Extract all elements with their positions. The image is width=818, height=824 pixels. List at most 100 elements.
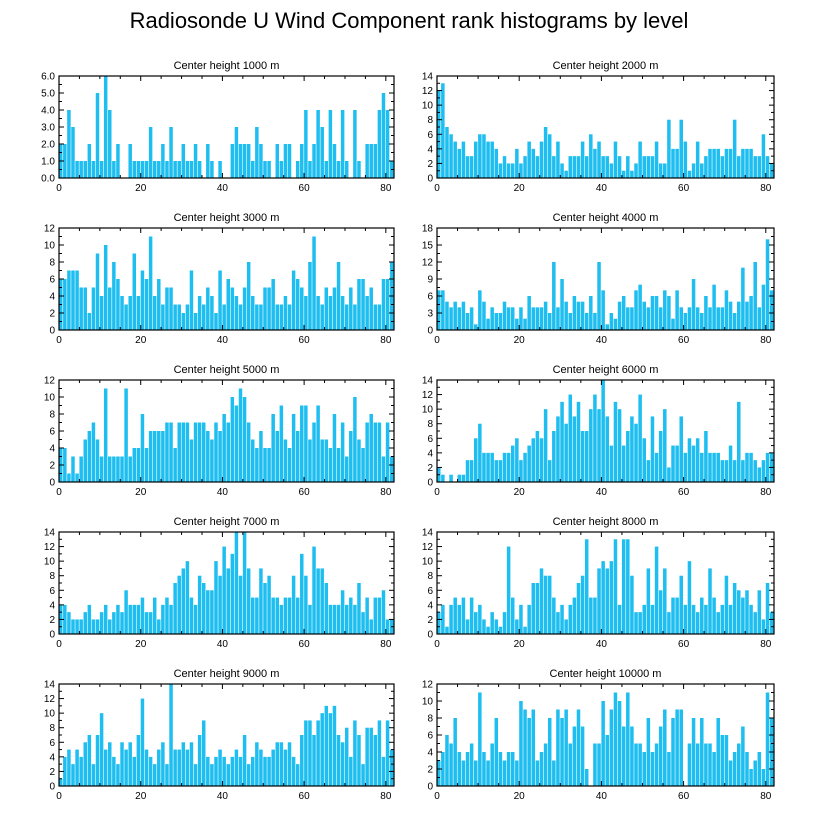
histogram-bar	[177, 749, 181, 786]
histogram-bar	[626, 431, 630, 482]
x-tick-label: 80	[380, 791, 392, 802]
histogram-bar	[617, 156, 622, 178]
x-tick-label: 0	[56, 487, 62, 498]
histogram-bar	[576, 583, 581, 634]
x-tick-label: 80	[760, 335, 772, 346]
histogram-bar	[741, 726, 745, 786]
histogram-bar	[201, 422, 206, 482]
histogram-bar	[361, 448, 365, 482]
histogram-bar	[214, 422, 218, 482]
histogram-bar	[71, 619, 75, 634]
histogram-bar	[144, 161, 149, 178]
y-tick-label: 14	[422, 72, 434, 83]
histogram-bar	[308, 604, 312, 634]
histogram-bar	[556, 612, 560, 634]
histogram-bar	[226, 568, 230, 634]
y-tick-label: 6	[427, 130, 433, 141]
histogram-bar	[279, 604, 284, 634]
histogram-bar	[148, 756, 153, 786]
y-tick-label: 4	[427, 448, 433, 459]
histogram-bar	[576, 709, 581, 786]
histogram-bar	[486, 318, 490, 330]
x-tick-label: 40	[217, 183, 229, 194]
histogram-bar	[165, 597, 169, 634]
histogram-bar	[597, 743, 601, 786]
histogram-bar	[201, 720, 206, 786]
histogram-bar	[144, 749, 149, 786]
histogram-bar	[87, 313, 92, 330]
histogram-bar	[469, 597, 474, 634]
histogram-bar	[357, 439, 361, 482]
histogram-bar	[757, 752, 762, 786]
y-tick-label: 12	[44, 376, 56, 387]
histogram-bar	[626, 307, 630, 330]
x-tick-label: 40	[596, 639, 608, 650]
histogram-bar	[589, 296, 593, 330]
histogram-bar	[539, 752, 544, 786]
histogram-bar	[461, 597, 466, 634]
histogram-bar	[732, 460, 737, 482]
histogram-bar	[120, 456, 124, 482]
histogram-bar	[287, 742, 292, 786]
histogram-bar	[103, 749, 108, 786]
histogram-bar	[691, 163, 696, 178]
histogram-bar	[761, 619, 766, 634]
histogram-bar	[675, 597, 679, 634]
histogram-bar	[695, 438, 700, 482]
x-tick-label: 20	[514, 335, 526, 346]
histogram-bar	[658, 590, 663, 634]
histogram-bar	[547, 575, 552, 634]
histogram-bar	[568, 604, 573, 634]
histogram-bar	[663, 163, 667, 178]
y-tick-label: 14	[422, 528, 434, 539]
histogram-bar	[128, 604, 132, 634]
x-tick-label: 0	[434, 183, 440, 194]
histogram-bar	[724, 575, 729, 634]
histogram-bar	[638, 743, 642, 786]
y-tick-label: 8	[49, 723, 55, 734]
y-tick-label: 4.0	[41, 106, 55, 117]
histogram-bar	[527, 296, 531, 330]
histogram-bar	[498, 752, 503, 786]
y-tick-label: 3.0	[41, 123, 55, 134]
histogram-bar	[381, 456, 386, 482]
histogram-bar	[564, 619, 568, 634]
panel-6: Center height 6000 m 0 20 40 60 80 0 2 4 6 8 10 12 14	[422, 364, 775, 498]
histogram-bar	[539, 307, 544, 330]
histogram-bar	[369, 619, 373, 634]
histogram-bar	[753, 262, 757, 330]
histogram-bar	[601, 380, 605, 482]
histogram-bar	[210, 439, 214, 482]
histogram-bar	[91, 161, 96, 178]
histogram-bar	[373, 422, 378, 482]
histogram-bar	[112, 756, 116, 786]
histogram-bar	[482, 619, 486, 634]
histogram-bar	[658, 431, 663, 482]
histogram-bar	[242, 735, 247, 786]
y-tick-label: 15	[422, 241, 434, 252]
histogram-bar	[724, 460, 729, 482]
histogram-bar	[737, 743, 741, 786]
histogram-bar	[630, 170, 634, 178]
histogram-bar	[724, 148, 729, 178]
histogram-bar	[295, 597, 300, 634]
x-tick-label: 80	[380, 183, 392, 194]
histogram-bar	[687, 561, 692, 634]
histogram-bar	[271, 414, 275, 482]
histogram-bar	[642, 301, 646, 330]
histogram-bar	[259, 304, 263, 330]
y-tick-label: 18	[422, 224, 434, 235]
histogram-bar	[638, 141, 642, 178]
y-tick-label: 0	[427, 174, 433, 185]
histogram-bar	[568, 156, 573, 178]
y-tick-label: 4	[49, 444, 55, 455]
histogram-bar	[724, 290, 729, 330]
histogram-bar	[267, 287, 271, 330]
histogram-bar	[332, 705, 337, 786]
histogram-bar	[328, 604, 333, 634]
histogram-bar	[112, 161, 116, 178]
histogram-bar	[177, 422, 181, 482]
histogram-bar	[552, 760, 556, 786]
histogram-bar	[716, 612, 720, 634]
panel-9: Center height 9000 m 0 20 40 60 80 0 2 4 6 8 10 12 14	[44, 668, 395, 802]
